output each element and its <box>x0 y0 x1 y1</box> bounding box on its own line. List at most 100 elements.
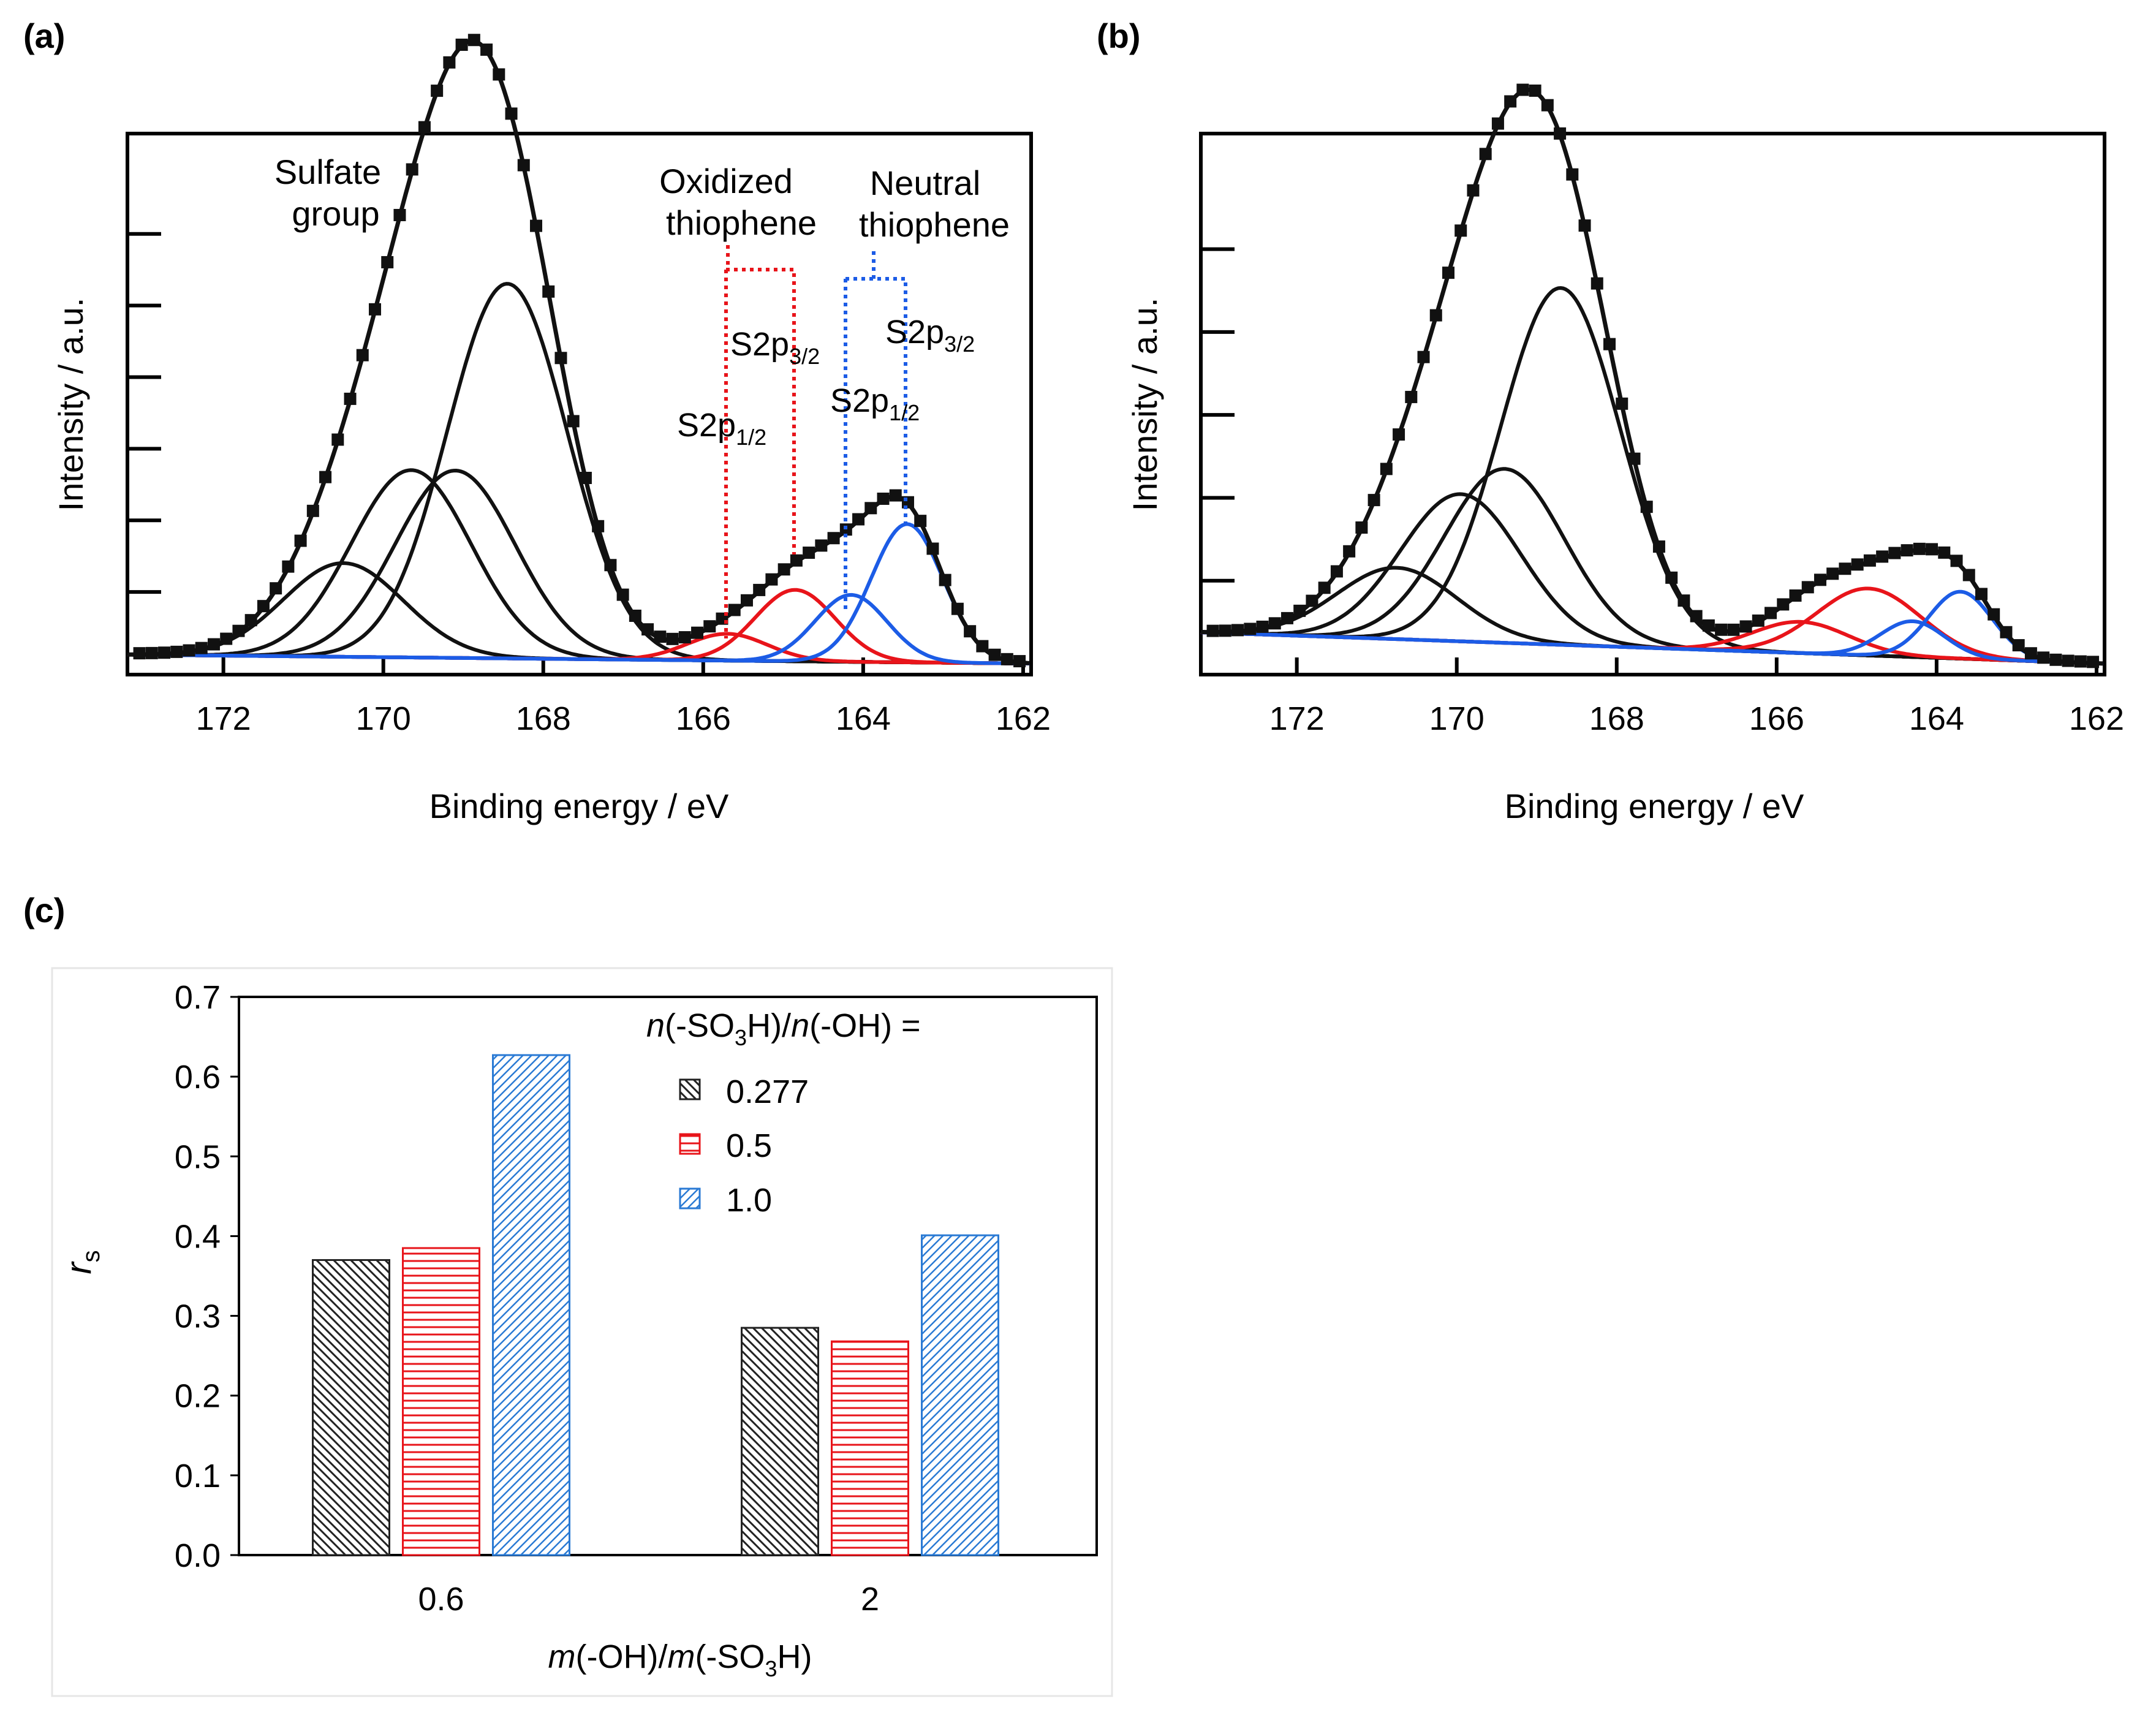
data-point <box>1429 309 1442 322</box>
data-point <box>431 85 444 97</box>
data-point <box>145 646 158 659</box>
data-point <box>1851 558 1864 571</box>
data-point <box>344 392 357 405</box>
panel-label-b: (b) <box>1097 17 1141 55</box>
label-oxidized-s2p1-2: S2p1/2 <box>677 407 766 450</box>
panel-a: (a) 172 170 168 166 164 162 Intensity / a.u. … <box>23 17 1051 825</box>
bar-0.277-0.6 <box>312 1259 390 1556</box>
peak-neutral-s2p3-2 <box>1200 589 2103 665</box>
y-tick-label: 0.7 <box>175 979 221 1016</box>
y-axis-label-main: r <box>59 1261 99 1274</box>
data-point <box>803 547 815 559</box>
annotation-sulfate-2: group <box>292 194 379 233</box>
data-point <box>1628 452 1641 465</box>
y-axis-label-a: Intensity / a.u. <box>51 298 90 512</box>
data-point <box>2049 653 2062 666</box>
data-point <box>629 609 641 622</box>
x-tick-label: 166 <box>676 700 731 737</box>
data-point <box>1554 127 1567 140</box>
label-oxidized-s2p3-2: S2p3/2 <box>730 326 820 369</box>
data-point <box>1690 610 1703 623</box>
x-tick-label: 164 <box>1909 700 1964 737</box>
data-point <box>1491 117 1504 130</box>
s2p-text: S2p <box>730 326 789 363</box>
data-point <box>728 604 741 616</box>
legend-label-0277: 0.277 <box>726 1073 809 1110</box>
data-point <box>2037 651 2050 664</box>
x-label-mid2: (-SO <box>695 1638 765 1675</box>
data-point <box>964 625 977 638</box>
legend-c: n(-SO3H)/n(-OH) = 0.277 0.5 1.0 <box>646 1007 921 1219</box>
x-category-label: 0.6 <box>418 1581 464 1618</box>
data-point <box>517 159 530 172</box>
data-point <box>1529 84 1541 97</box>
data-point <box>703 620 716 633</box>
annotation-sulfate-1: Sulfate <box>274 153 381 191</box>
data-point <box>1715 623 1728 636</box>
data-point <box>554 352 567 365</box>
s2p-subscript: 1/2 <box>736 425 766 450</box>
data-point <box>1330 565 1343 578</box>
data-point <box>654 630 667 643</box>
data-point <box>443 56 456 69</box>
data-point <box>1950 555 1963 567</box>
data-point <box>976 640 989 653</box>
data-markers-a <box>133 34 1026 668</box>
x-axis-label-a: Binding energy / eV <box>429 787 729 825</box>
panel-label-c: (c) <box>23 891 65 929</box>
y-tick-label: 0.5 <box>175 1138 221 1175</box>
data-point <box>567 415 580 428</box>
panel-c: (c) 0.00.10.20.30.40.50.60.7 0.6 2 rs m(-… <box>23 891 1113 1697</box>
data-point <box>207 638 220 651</box>
data-point <box>530 219 543 232</box>
s2p-text: S2p <box>677 407 736 444</box>
y-axis-label-sub: s <box>78 1250 105 1262</box>
neutral-bracket <box>844 251 907 613</box>
data-point <box>926 542 939 555</box>
data-point <box>1591 277 1603 290</box>
data-point <box>1380 463 1393 475</box>
data-point <box>232 624 245 637</box>
data-point <box>2062 654 2075 667</box>
x-axis-label-c: m(-OH)/m(-SO3H) <box>548 1638 812 1681</box>
data-point <box>1504 95 1517 108</box>
y-ticks-a <box>127 232 161 594</box>
data-point <box>282 560 295 573</box>
data-point <box>133 647 146 660</box>
data-point <box>1244 623 1257 635</box>
data-point <box>319 471 332 483</box>
data-point <box>2074 655 2087 668</box>
data-point <box>641 623 654 636</box>
data-point <box>2000 626 2013 638</box>
plot-frame-b <box>1199 132 2106 676</box>
bar-1.0-0.6 <box>492 1054 570 1556</box>
data-point <box>1231 624 1244 637</box>
data-point <box>604 559 617 572</box>
data-point <box>1417 350 1430 363</box>
data-point <box>1678 594 1690 607</box>
data-point <box>493 68 505 81</box>
legend-title-n2: n <box>791 1007 809 1044</box>
data-point <box>1777 598 1790 611</box>
data-point <box>852 513 865 526</box>
data-point <box>1467 184 1480 197</box>
legend-title-end: (-OH) = <box>809 1007 921 1044</box>
data-point <box>1293 604 1306 617</box>
data-point <box>1727 623 1740 636</box>
x-label-mid: (-OH)/ <box>576 1638 668 1675</box>
data-point <box>1578 219 1591 232</box>
data-point <box>691 626 704 639</box>
data-point <box>1839 562 1852 575</box>
data-point <box>616 588 629 601</box>
data-point <box>1013 655 1026 668</box>
data-point <box>1355 521 1368 534</box>
x-tick-label: 172 <box>196 700 251 737</box>
data-point <box>951 602 964 615</box>
data-point <box>877 492 890 505</box>
data-point <box>901 496 914 509</box>
data-point <box>1888 547 1901 559</box>
data-point <box>1603 338 1616 350</box>
data-point <box>542 285 555 298</box>
data-point <box>356 349 369 362</box>
